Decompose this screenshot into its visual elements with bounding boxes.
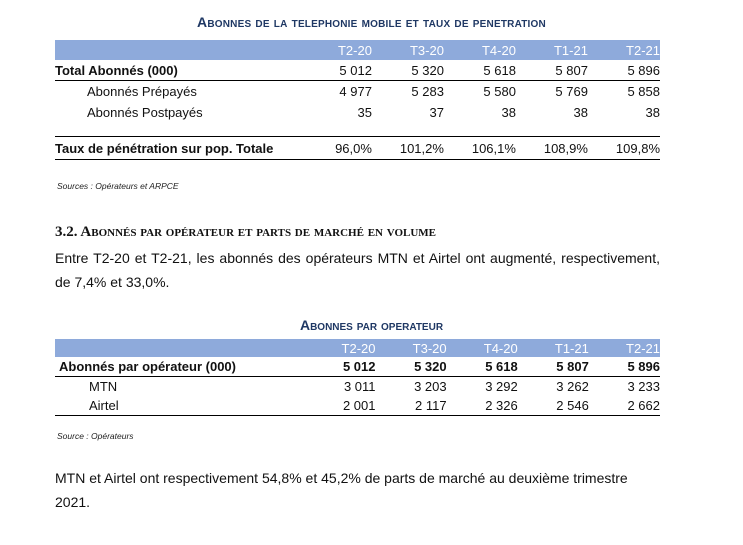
cell-value: 101,2% [371, 136, 444, 160]
cell-value: 5 012 [304, 357, 376, 377]
cell-value: 2 662 [588, 396, 660, 416]
cell-value: 3 262 [556, 379, 589, 394]
cell-value: 4 977 [339, 84, 372, 99]
section-heading: 3.2. Abonnés par opérateur et parts de m… [55, 224, 437, 240]
table2-source: Source : Opérateurs [57, 431, 134, 441]
column-header: T4-20 [446, 339, 518, 357]
cell-value: 38 [645, 105, 660, 120]
table1-title: Abonnes de la telephonie mobile et taux … [197, 14, 546, 30]
operator-table: T2-20 T3-20 T4-20 T1-21 T2-21 Abonnés pa… [55, 339, 660, 416]
column-header: T2-21 [587, 40, 660, 60]
cell-value: 3 203 [414, 379, 447, 394]
cell-value: 5 283 [411, 84, 444, 99]
cell-value: 5 618 [443, 60, 516, 81]
cell-value: 35 [357, 105, 372, 120]
cell-value: 2 546 [517, 396, 589, 416]
row-label: Abonnés Postpayés [87, 105, 203, 120]
table-row-postpaid: Abonnés Postpayés 35 37 38 38 38 [55, 102, 660, 123]
header-empty-cell [55, 339, 305, 357]
header-empty-cell [55, 40, 301, 60]
cell-value: 3 233 [627, 379, 660, 394]
cell-value: 2 117 [375, 396, 447, 416]
row-label: Abonnés Prépayés [87, 84, 197, 99]
row-label: MTN [89, 379, 118, 394]
column-header: T3-20 [375, 339, 447, 357]
cell-value: 38 [573, 105, 588, 120]
table-row-airtel: Airtel 2 001 2 117 2 326 2 546 2 662 [55, 396, 660, 416]
cell-value: 5 896 [588, 357, 660, 377]
cell-value: 5 320 [371, 60, 444, 81]
table-row-mtn: MTN 3 011 3 203 3 292 3 262 3 233 [55, 377, 660, 397]
table-spacer-row [55, 123, 660, 137]
cell-value: 108,9% [515, 136, 588, 160]
cell-value: 37 [429, 105, 444, 120]
cell-value: 2 001 [304, 396, 376, 416]
column-header: T1-21 [515, 40, 588, 60]
cell-value: 5 580 [483, 84, 516, 99]
cell-value: 5 807 [517, 357, 589, 377]
subscribers-table: T2-20 T3-20 T4-20 T1-21 T2-21 Total Abon… [55, 40, 660, 160]
row-label: Abonnés par opérateur (000) [55, 357, 305, 377]
column-header: T2-20 [300, 40, 372, 60]
row-label: Taux de pénétration sur pop. Totale [55, 136, 301, 160]
table2-title: Abonnes par operateur [299, 317, 444, 333]
cell-value: 5 012 [300, 60, 372, 81]
cell-value: 5 896 [587, 60, 660, 81]
cell-value: 5 618 [446, 357, 518, 377]
cell-value: 3 292 [485, 379, 518, 394]
column-header: T3-20 [371, 40, 444, 60]
row-label: Total Abonnés (000) [55, 60, 301, 81]
table-header-row: T2-20 T3-20 T4-20 T1-21 T2-21 [55, 40, 660, 60]
cell-value: 5 858 [627, 84, 660, 99]
table-row-prepaid: Abonnés Prépayés 4 977 5 283 5 580 5 769… [55, 81, 660, 103]
column-header: T1-21 [517, 339, 589, 357]
cell-value: 5 769 [555, 84, 588, 99]
cell-value: 96,0% [300, 136, 372, 160]
column-header: T2-20 [304, 339, 376, 357]
table-row-total: Total Abonnés (000) 5 012 5 320 5 618 5 … [55, 60, 660, 81]
row-label: Airtel [55, 396, 305, 416]
closing-paragraph: MTN et Airtel ont respectivement 54,8% e… [55, 470, 628, 510]
table-header-row: T2-20 T3-20 T4-20 T1-21 T2-21 [55, 339, 660, 357]
cell-value: 38 [501, 105, 516, 120]
column-header: T4-20 [443, 40, 516, 60]
cell-value: 106,1% [443, 136, 516, 160]
column-header: T2-21 [588, 339, 660, 357]
table-row-penetration: Taux de pénétration sur pop. Totale 96,0… [55, 136, 660, 160]
cell-value: 2 326 [446, 396, 518, 416]
table-row-total: Abonnés par opérateur (000) 5 012 5 320 … [55, 357, 660, 377]
cell-value: 3 011 [343, 379, 376, 394]
cell-value: 109,8% [587, 136, 660, 160]
section-paragraph: Entre T2-20 et T2-21, les abonnés des op… [55, 250, 660, 290]
table1-source: Sources : Opérateurs et ARPCE [57, 181, 179, 191]
cell-value: 5 320 [375, 357, 447, 377]
cell-value: 5 807 [515, 60, 588, 81]
